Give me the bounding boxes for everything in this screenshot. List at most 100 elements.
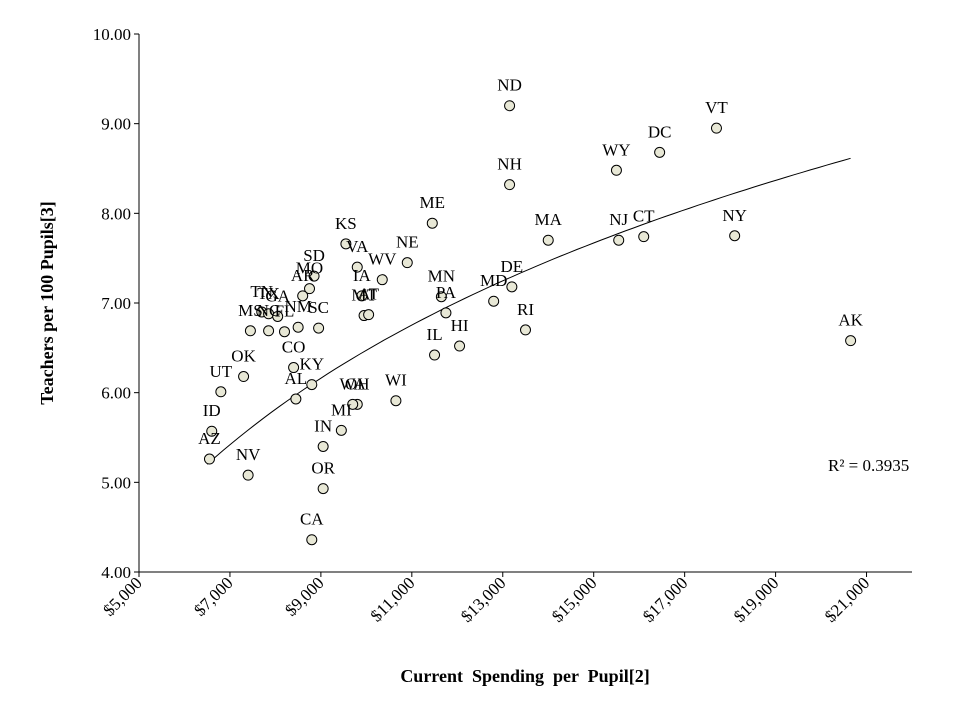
point-label: MA [535, 210, 563, 229]
point-label: TN [250, 282, 273, 301]
r-squared-label: R² = 0.3935 [828, 456, 909, 475]
point-label: PA [436, 283, 457, 302]
data-point [401, 257, 413, 269]
data-point [845, 335, 857, 347]
data-point [520, 324, 531, 336]
point-label: ID [203, 401, 221, 420]
point-label: DE [501, 257, 524, 276]
point-label: AK [838, 311, 863, 330]
point-label: MI [331, 400, 352, 419]
point-label: WA [339, 374, 366, 393]
data-point [288, 362, 300, 374]
x-tick-label: $9,000 [281, 573, 327, 619]
point-label: MD [480, 271, 507, 290]
data-point [313, 322, 325, 334]
data-point [306, 534, 318, 546]
point-label: UT [210, 362, 233, 381]
point-label: RI [517, 300, 534, 319]
data-point [206, 425, 218, 437]
y-tick-label: 5.00 [101, 473, 131, 492]
y-axis-title: Teachers per 100 Pupils[3] [37, 201, 57, 405]
data-point [488, 295, 500, 307]
x-tick-label: $13,000 [457, 573, 510, 626]
data-point [340, 238, 352, 250]
data-point [242, 469, 254, 481]
data-point [376, 274, 388, 286]
data-point [638, 231, 650, 243]
x-tick-label: $17,000 [639, 573, 692, 626]
data-point [542, 234, 554, 246]
data-point [238, 371, 250, 383]
data-point [363, 309, 375, 321]
point-label: IN [314, 416, 332, 435]
point-label: WI [385, 371, 407, 390]
point-label: HI [451, 316, 469, 335]
data-point [308, 270, 320, 282]
point-label: GA [265, 286, 290, 305]
data-point [610, 164, 622, 176]
data-point [504, 100, 516, 112]
point-label: NJ [609, 210, 628, 229]
point-label: MO [296, 259, 323, 278]
point-label: AR [291, 266, 315, 285]
data-point [290, 393, 302, 405]
x-axis-title: Current Spending per Pupil[2] [400, 666, 649, 686]
data-point [272, 310, 284, 322]
data-point [215, 386, 227, 398]
data-point [504, 179, 516, 191]
y-tick-label: 6.00 [101, 384, 131, 403]
y-tick-label: 8.00 [101, 204, 131, 223]
point-label: WV [368, 250, 397, 269]
point-label: ND [497, 76, 522, 95]
data-point [317, 440, 329, 452]
x-tick-label: $21,000 [821, 573, 874, 626]
data-point [435, 291, 447, 303]
data-point [263, 325, 275, 337]
data-point [292, 321, 304, 333]
point-label: MT [351, 286, 377, 305]
x-tick-label: $11,000 [367, 573, 419, 625]
point-label: IA [353, 266, 372, 285]
point-label: OK [231, 347, 256, 366]
point-label: SC [308, 298, 329, 317]
point-label: AZ [198, 429, 221, 448]
data-point [729, 230, 741, 242]
point-label: ME [420, 193, 446, 212]
data-point [297, 290, 309, 302]
point-label: VT [705, 98, 728, 117]
point-label: IL [427, 325, 443, 344]
data-point [335, 424, 347, 436]
point-label: AL [285, 369, 308, 388]
point-label: SD [303, 246, 325, 265]
point-label: AT [358, 285, 379, 304]
data-point [347, 398, 359, 410]
x-tick-label: $19,000 [730, 573, 783, 626]
point-label: VA [346, 237, 369, 256]
data-point [351, 261, 363, 273]
point-label: TX [257, 284, 280, 303]
y-tick-label: 4.00 [101, 563, 131, 582]
y-tick-label: 7.00 [101, 294, 131, 313]
data-point [203, 453, 215, 465]
point-label: WY [602, 140, 630, 159]
point-label: KY [300, 355, 325, 374]
data-point [356, 290, 368, 302]
data-point [279, 326, 291, 338]
data-point [317, 483, 329, 495]
point-label: OR [311, 459, 335, 478]
points-layer [203, 100, 857, 546]
point-label: MN [428, 267, 455, 286]
data-point [244, 325, 256, 337]
data-point [654, 146, 666, 158]
x-tick-label: $15,000 [548, 573, 601, 626]
data-point [390, 395, 402, 407]
data-point [506, 281, 518, 293]
point-label: NV [236, 445, 261, 464]
point-label: CA [300, 510, 324, 529]
point-label: NE [396, 233, 419, 252]
point-label: NC [257, 301, 281, 320]
point-label: OH [345, 374, 370, 393]
